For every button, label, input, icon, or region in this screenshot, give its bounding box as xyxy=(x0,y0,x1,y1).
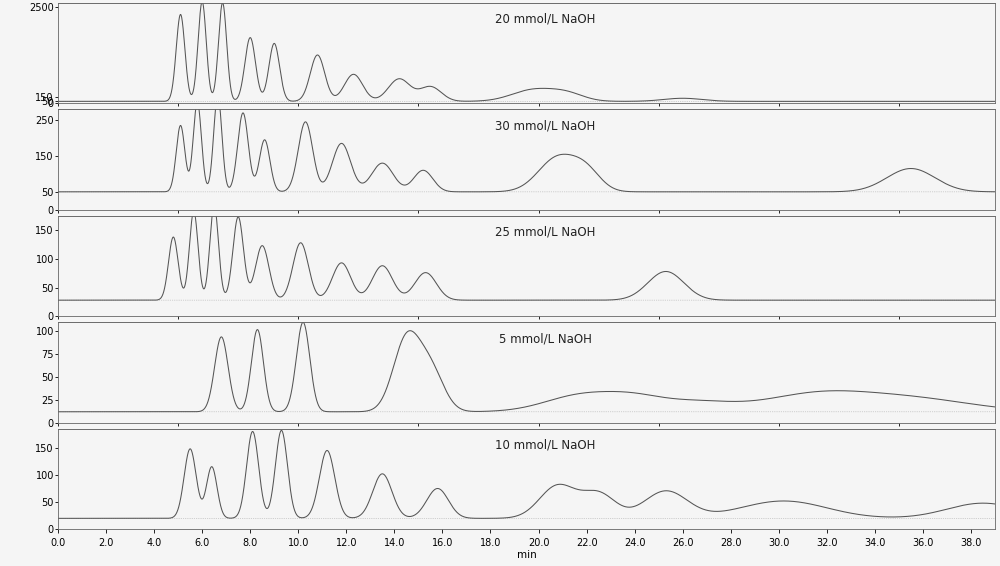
Text: 25 mmol/L NaOH: 25 mmol/L NaOH xyxy=(495,226,595,239)
Text: 5 mmol/L NaOH: 5 mmol/L NaOH xyxy=(499,332,592,345)
Text: 30 mmol/L NaOH: 30 mmol/L NaOH xyxy=(495,119,595,132)
Text: 20 mmol/L NaOH: 20 mmol/L NaOH xyxy=(495,13,595,26)
Text: 10 mmol/L NaOH: 10 mmol/L NaOH xyxy=(495,439,595,452)
X-axis label: min: min xyxy=(517,550,536,560)
